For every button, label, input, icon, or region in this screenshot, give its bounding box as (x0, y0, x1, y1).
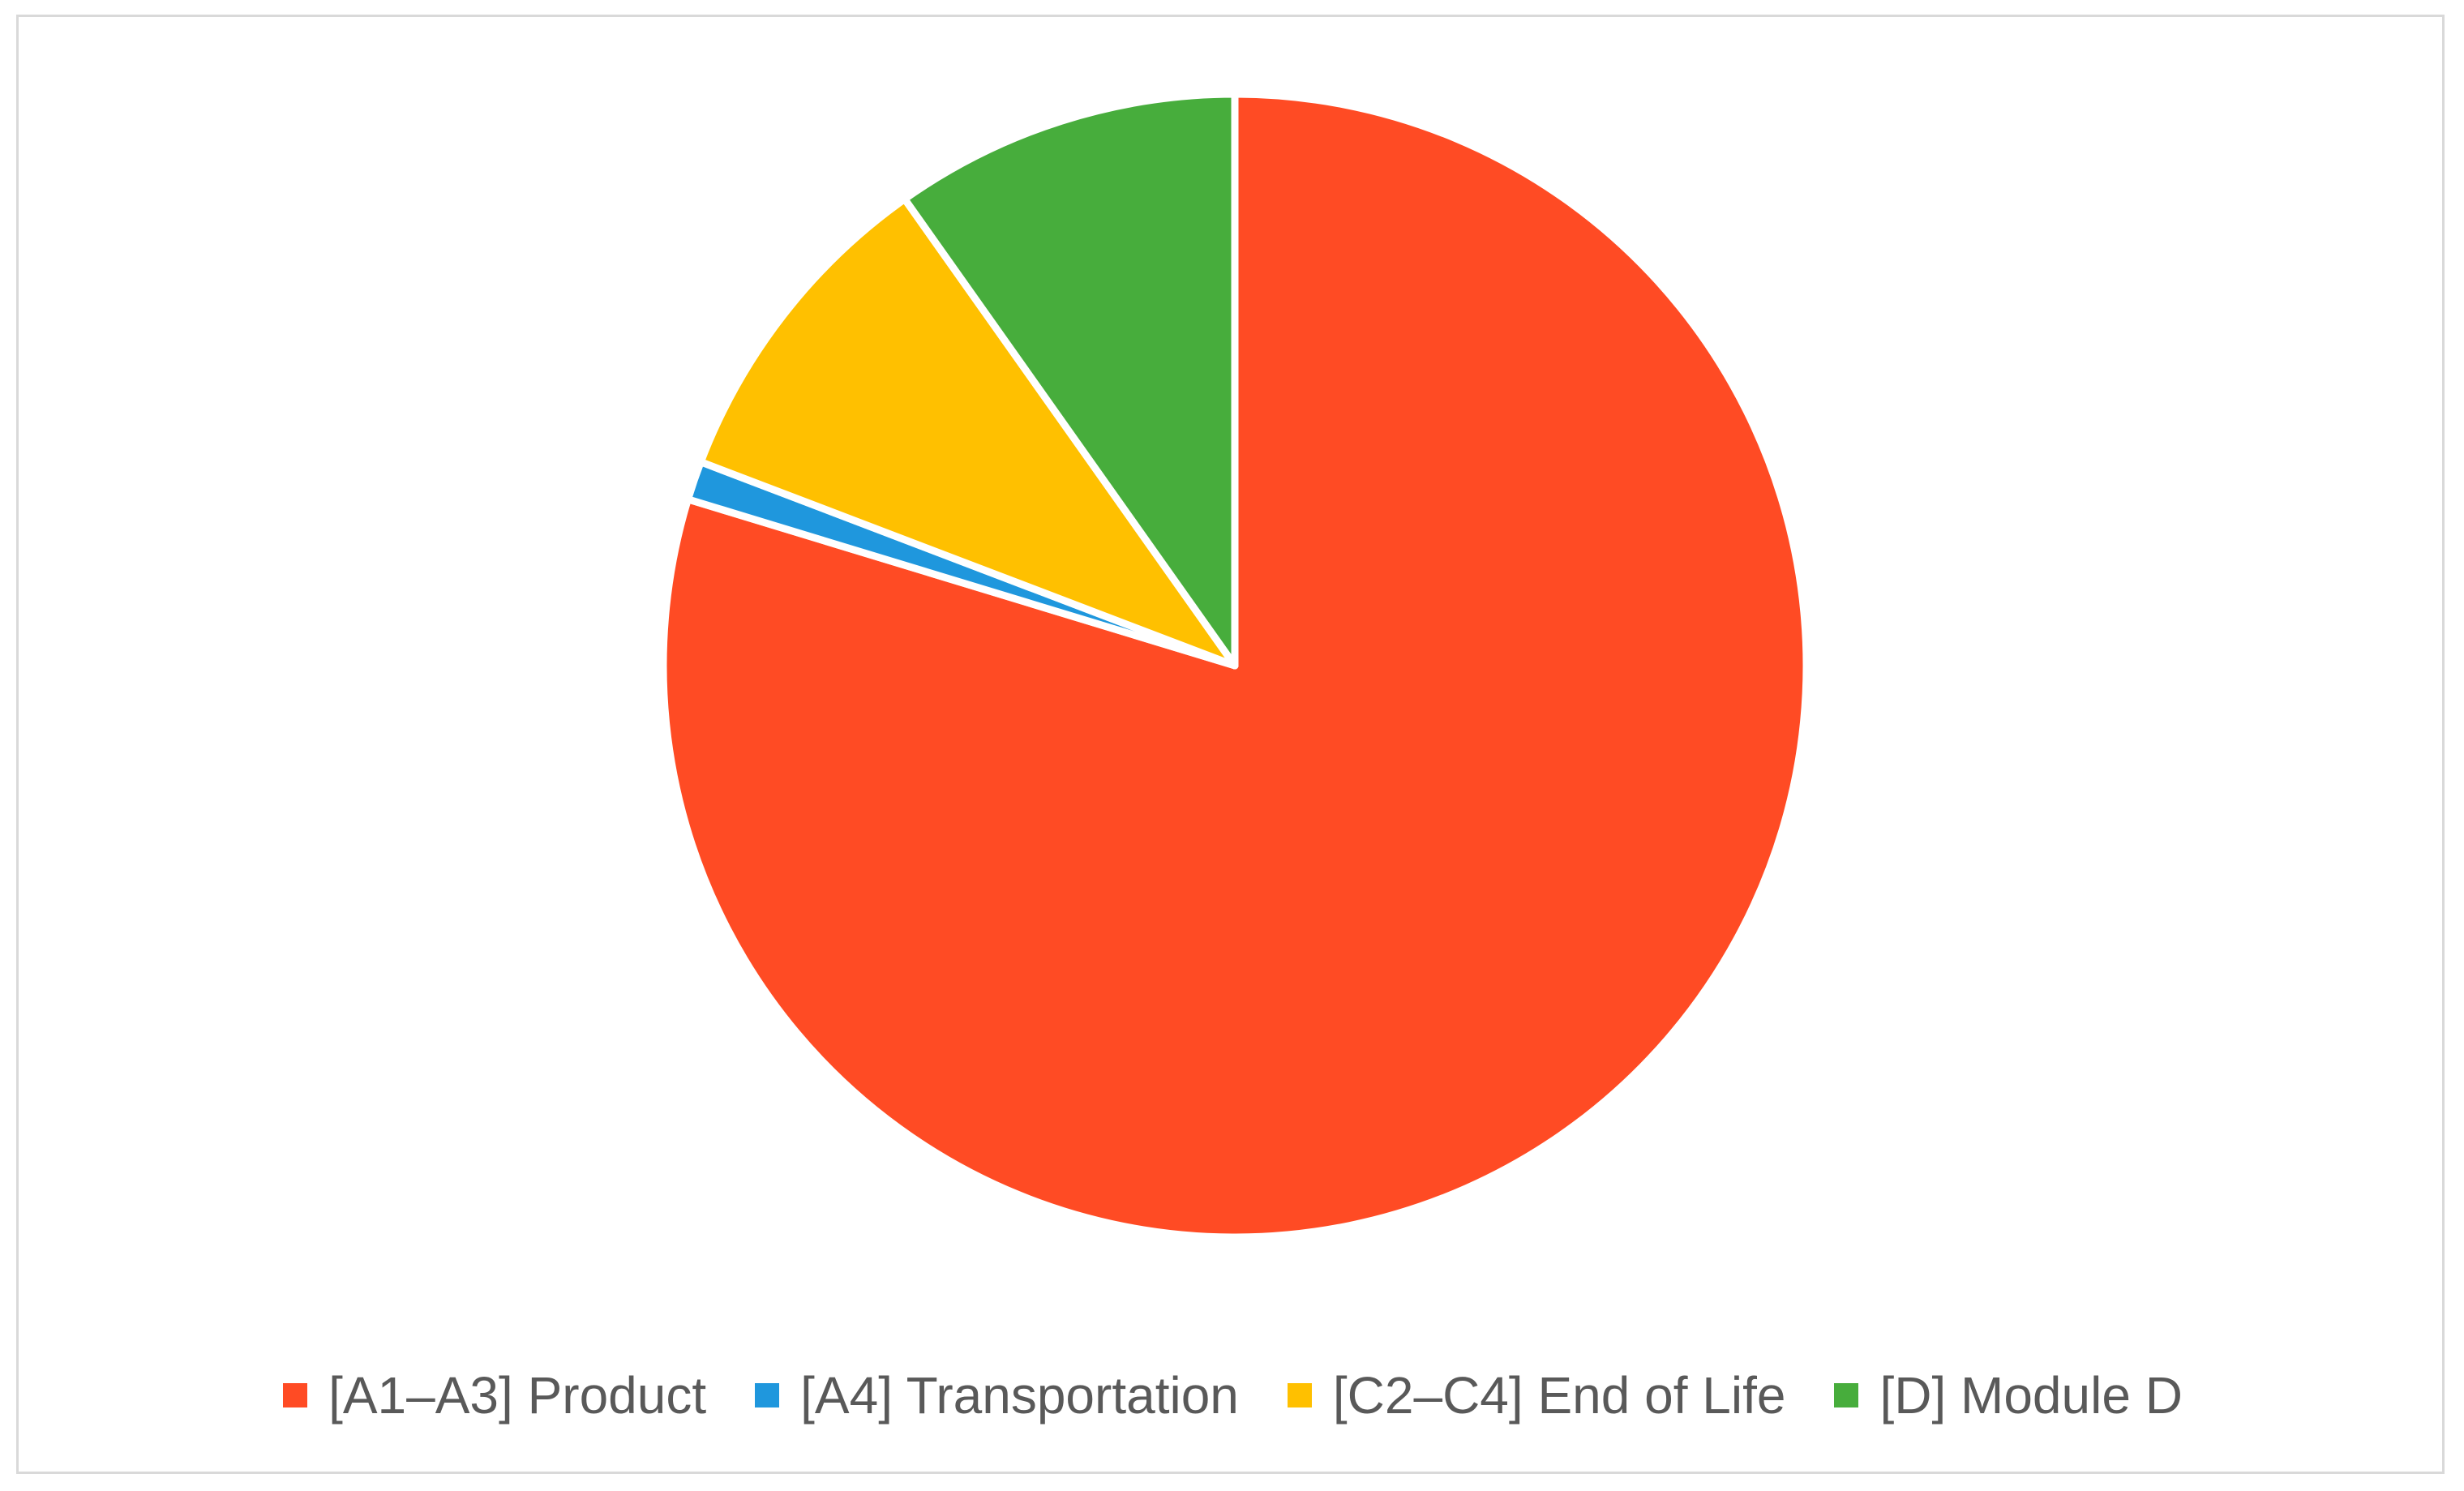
legend-item-end-of-life: [C2–C4] End of Life (1287, 1365, 1786, 1425)
legend-item-transportation: [A4] Transportation (755, 1365, 1239, 1425)
legend-swatch-module-d (1834, 1383, 1859, 1407)
chart-legend: [A1–A3] Product [A4] Transportation [C2–… (19, 1347, 2447, 1444)
legend-label-module-d: [D] Module D (1879, 1366, 2183, 1425)
chart-frame: [A1–A3] Product [A4] Transportation [C2–… (16, 15, 2445, 1474)
legend-swatch-end-of-life (1287, 1383, 1312, 1407)
legend-label-product: [A1–A3] Product (328, 1366, 707, 1425)
pie-slice-end-of-life (696, 195, 1239, 670)
legend-swatch-product (283, 1383, 308, 1407)
legend-label-end-of-life: [C2–C4] End of Life (1332, 1366, 1786, 1425)
pie-chart (659, 90, 1811, 1241)
legend-item-product: [A1–A3] Product (283, 1365, 706, 1425)
pie-slice-module-d (901, 90, 1239, 670)
legend-swatch-transportation (755, 1383, 780, 1407)
legend-item-module-d: [D] Module D (1834, 1365, 2183, 1425)
legend-label-transportation: [A4] Transportation (800, 1366, 1239, 1425)
